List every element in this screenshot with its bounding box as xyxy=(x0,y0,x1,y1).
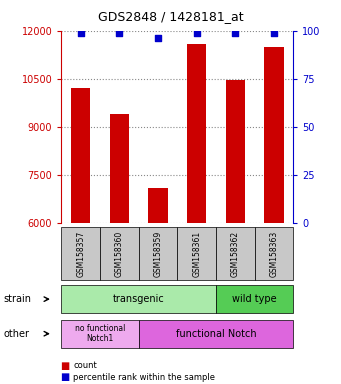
Point xyxy=(271,30,277,36)
Point xyxy=(194,30,199,36)
Text: ■: ■ xyxy=(60,372,69,382)
Text: GSM158359: GSM158359 xyxy=(153,230,163,276)
Text: transgenic: transgenic xyxy=(113,294,165,304)
Point xyxy=(78,30,84,36)
Text: GDS2848 / 1428181_at: GDS2848 / 1428181_at xyxy=(98,10,243,23)
Text: other: other xyxy=(3,329,29,339)
Point xyxy=(155,35,161,41)
Text: GSM158357: GSM158357 xyxy=(76,230,85,276)
Text: strain: strain xyxy=(3,294,31,304)
Text: wild type: wild type xyxy=(232,294,277,304)
Text: percentile rank within the sample: percentile rank within the sample xyxy=(73,372,215,382)
Bar xyxy=(148,187,168,223)
Text: GSM158362: GSM158362 xyxy=(231,230,240,276)
Text: GSM158360: GSM158360 xyxy=(115,230,124,276)
Text: count: count xyxy=(73,361,97,370)
Point xyxy=(117,30,122,36)
Bar xyxy=(187,43,206,223)
Text: GSM158363: GSM158363 xyxy=(269,230,279,276)
Bar xyxy=(264,47,284,223)
Text: functional Notch: functional Notch xyxy=(176,329,256,339)
Bar xyxy=(226,80,245,223)
Bar xyxy=(110,114,129,223)
Bar xyxy=(71,88,90,223)
Text: ■: ■ xyxy=(60,361,69,371)
Text: GSM158361: GSM158361 xyxy=(192,230,201,276)
Text: no functional
Notch1: no functional Notch1 xyxy=(75,324,125,343)
Point xyxy=(233,30,238,36)
